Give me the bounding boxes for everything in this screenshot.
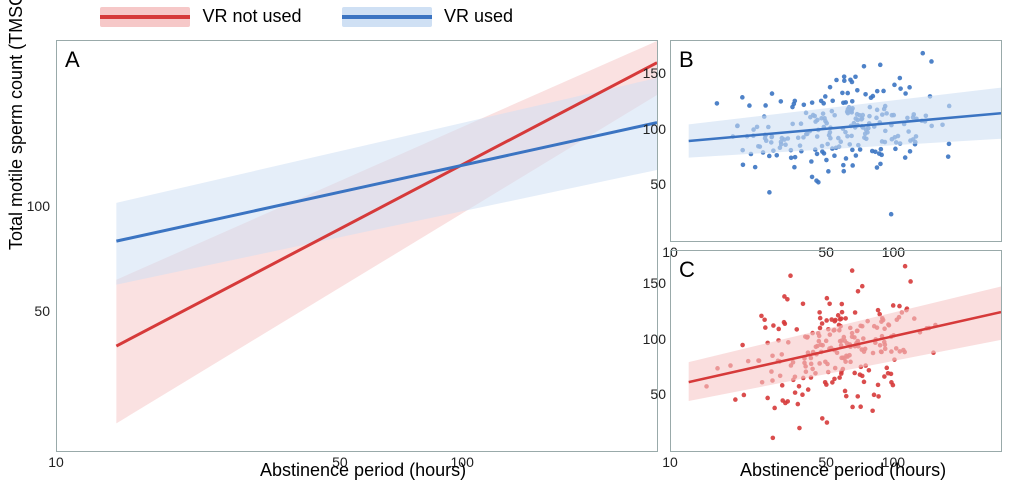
panel-c-tag: C bbox=[679, 257, 695, 283]
legend-label: VR used bbox=[444, 6, 513, 26]
y-axis-label: Total motile sperm count (TMSC) × 10⁶ bbox=[6, 0, 27, 250]
panel-c-xlabel: Abstinence period (hours) bbox=[740, 460, 946, 481]
panel-b-tag: B bbox=[679, 47, 694, 73]
legend-swatch bbox=[342, 7, 432, 27]
panel-c: C bbox=[670, 250, 1002, 452]
panel-b-svg bbox=[671, 41, 1001, 241]
legend-label: VR not used bbox=[202, 6, 301, 26]
panel-a: A bbox=[56, 40, 658, 452]
legend: VR not used VR used bbox=[100, 6, 513, 27]
panel-c-svg bbox=[671, 251, 1001, 451]
panel-a-tag: A bbox=[65, 47, 80, 73]
panel-a-xlabel: Abstinence period (hours) bbox=[260, 460, 466, 481]
legend-item-vr-not-used: VR not used bbox=[100, 6, 302, 27]
legend-swatch bbox=[100, 7, 190, 27]
panel-b: B bbox=[670, 40, 1002, 242]
panel-a-svg bbox=[57, 41, 657, 451]
legend-item-vr-used: VR used bbox=[342, 6, 514, 27]
